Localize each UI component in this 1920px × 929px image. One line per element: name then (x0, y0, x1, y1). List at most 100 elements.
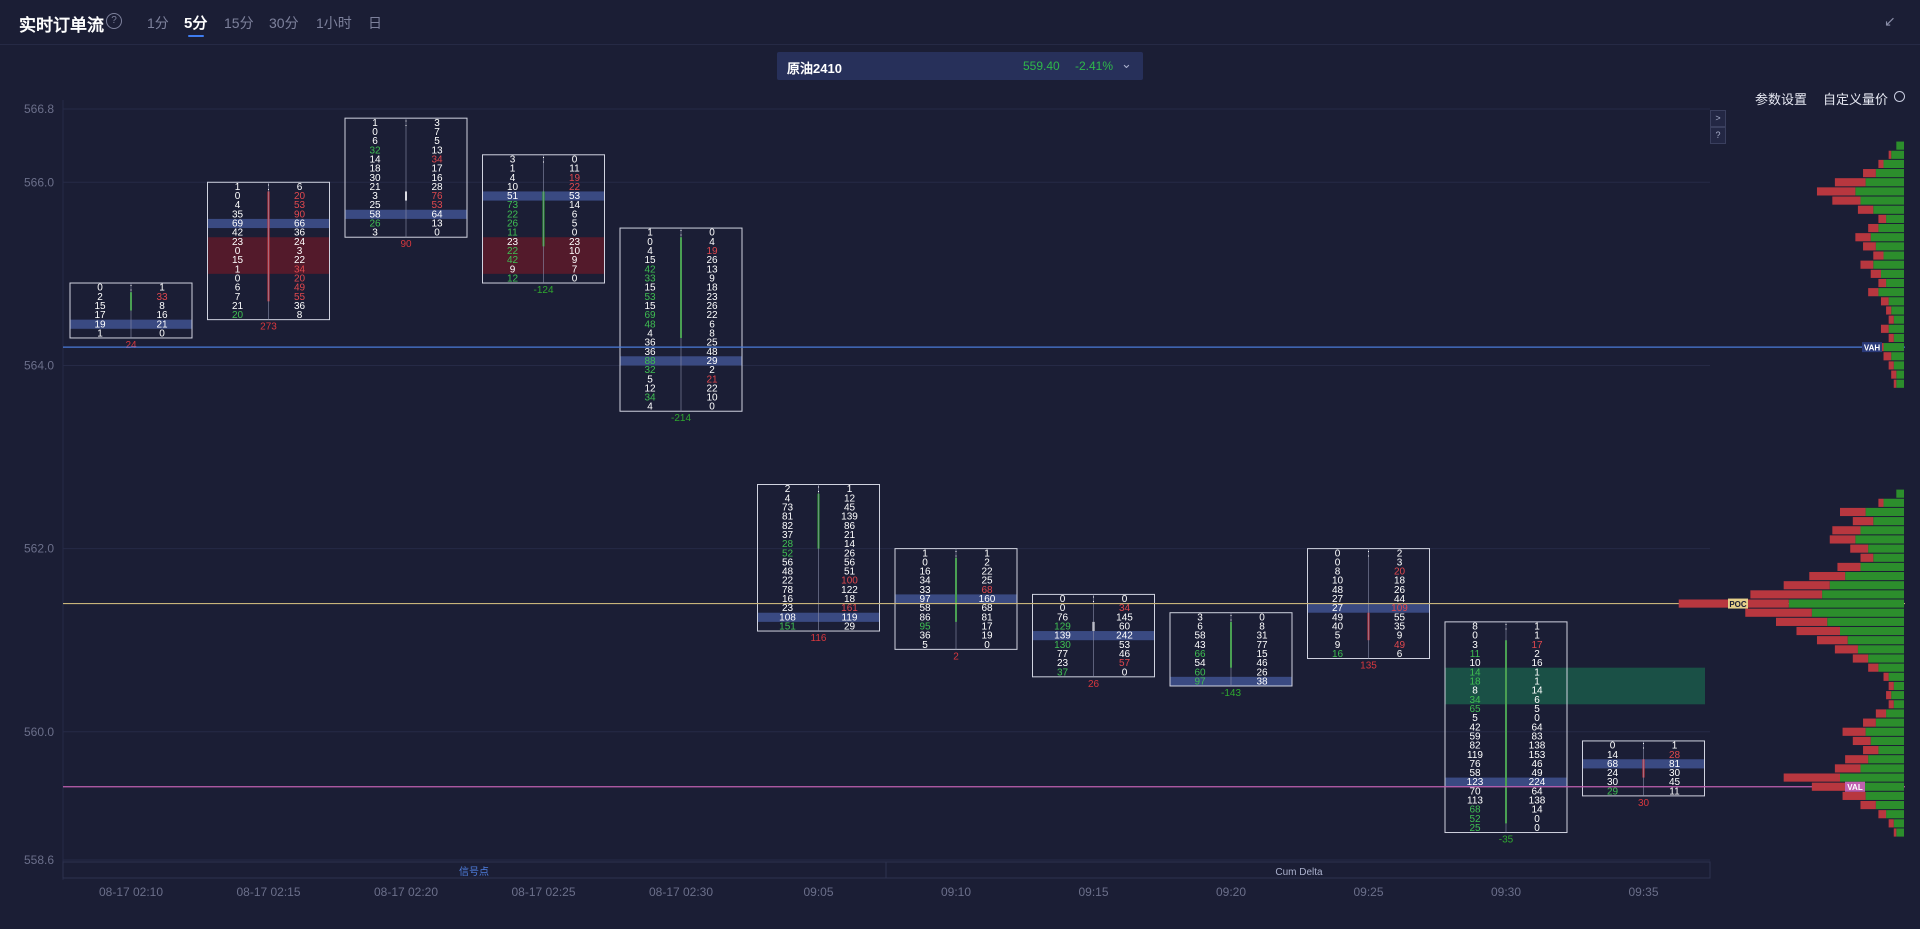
tab-30min[interactable]: 30分 (269, 15, 299, 31)
x-tick-label: 09:20 (1216, 885, 1246, 899)
footprint-bid-cell: 4 (647, 402, 653, 413)
footprint-bid-cell: 97 (1194, 676, 1206, 687)
tab-1min[interactable]: 1分 (147, 15, 169, 31)
footprint-bid-cell: 5 (647, 374, 653, 385)
shrink-icon[interactable]: ↙ (1884, 13, 1896, 29)
footprint-ask-cell: 16 (1531, 658, 1543, 669)
footprint-ask-cell: 17 (981, 622, 993, 633)
footprint-bid-cell: 6 (1197, 622, 1203, 633)
footprint-ask-cell: 4 (709, 237, 715, 248)
profile-buy-bar (1875, 169, 1904, 178)
footprint-separator: : (1367, 548, 1370, 559)
footprint-ask-cell: 49 (1531, 768, 1543, 779)
x-tick-label: 08-17 02:15 (236, 885, 300, 899)
footprint-ask-cell: 0 (1122, 594, 1128, 605)
footprint-bid-cell: 15 (644, 255, 656, 266)
footprint-bid-cell: 2 (785, 484, 791, 495)
footprint-ask-cell: 38 (1256, 676, 1268, 687)
footprint-ask-cell: 25 (706, 338, 718, 349)
footprint-bid-cell: 37 (1057, 667, 1069, 678)
custom-price-button[interactable]: 自定义量价 (1823, 92, 1889, 107)
footprint-bid-cell: 119 (1467, 750, 1483, 761)
footprint-ask-cell: 28 (1669, 750, 1681, 761)
footprint-ask-cell: 24 (294, 237, 306, 248)
profile-sell-bar (1860, 260, 1874, 269)
footprint-ask-cell: 160 (979, 594, 996, 605)
profile-sell-bar (1883, 672, 1889, 681)
footprint-bid-cell: 4 (785, 493, 791, 504)
symbol-name: 原油2410 (787, 61, 842, 76)
footprint-bid-cell: 33 (644, 274, 656, 285)
footprint-bid-cell: 0 (235, 246, 241, 257)
profile-buy-bar (1888, 672, 1904, 681)
footprint-bid-cell: 9 (1335, 640, 1341, 651)
poc-tag-label: POC (1729, 600, 1747, 609)
profile-buy-bar (1878, 663, 1904, 672)
footprint-bid-cell: 21 (232, 301, 244, 312)
profile-buy-bar (1896, 379, 1904, 388)
footprint-ask-cell: 0 (709, 228, 715, 239)
footprint-bid-cell: 42 (507, 255, 519, 266)
profile-buy-bar (1840, 626, 1904, 636)
footprint-ask-cell: 20 (294, 274, 306, 285)
footprint-ask-cell: 29 (706, 356, 718, 367)
footprint-bid-cell: 10 (1469, 658, 1481, 669)
profile-sell-bar (1875, 709, 1887, 718)
profile-sell-bar (1816, 187, 1856, 196)
profile-buy-bar (1893, 700, 1904, 709)
footprint-ask-cell: 68 (981, 585, 993, 596)
profile-sell-bar (1860, 553, 1874, 562)
footprint-bid-cell: 40 (1332, 622, 1344, 633)
footprint-ask-cell: 53 (431, 200, 443, 211)
footprint-bid-cell: 81 (782, 512, 794, 523)
profile-sell-bar (1878, 810, 1887, 819)
tab-15min[interactable]: 15分 (224, 15, 254, 31)
footprint-bid-cell: 16 (919, 567, 931, 578)
vah-tag (1862, 342, 1882, 353)
footprint-bid-cell: 27 (1332, 603, 1344, 614)
symbol-selector[interactable]: 原油2410 559.40 -2.41% ⌄ (777, 52, 1143, 80)
help-icon[interactable]: ? (106, 13, 122, 29)
profile-buy-bar (1873, 205, 1904, 214)
footprint-ask-cell: 6 (709, 319, 715, 330)
footprint-bid-cell: 32 (644, 365, 656, 376)
footprint-ask-cell: 7 (434, 127, 440, 138)
y-tick-label: 558.6 (24, 853, 54, 867)
footprint-bid-cell: 58 (1194, 631, 1206, 642)
tab-5min[interactable]: 5分 (184, 15, 208, 32)
tab-1hour[interactable]: 1小时 (316, 15, 352, 31)
footprint-ask-cell: 8 (709, 328, 715, 339)
circle-icon[interactable] (1894, 91, 1905, 102)
footprint-bid-cell: 48 (644, 319, 656, 330)
profile-buy-bar (1891, 691, 1904, 700)
footprint-ask-cell: 15 (1256, 649, 1268, 660)
footprint-ask-cell: 138 (1529, 741, 1546, 752)
footprint-ask-cell: 1 (1534, 622, 1540, 633)
expand-icon[interactable]: > (1710, 110, 1726, 127)
profile-buy-bar (1886, 709, 1904, 718)
footprint-bid-cell: 52 (1469, 814, 1481, 825)
footprint-bid-cell: 4 (647, 328, 653, 339)
footprint-bid-cell: 42 (1469, 722, 1481, 733)
x-tick-label: 08-17 02:20 (374, 885, 438, 899)
footprint-ask-cell: 60 (1119, 622, 1131, 633)
footprint-bid-cell: 6 (235, 283, 241, 294)
footprint-bid-cell: 60 (1194, 667, 1206, 678)
profile-sell-bar (1745, 608, 1812, 617)
footprint-bid-cell: 139 (1054, 631, 1071, 642)
y-tick-label: 560.0 (24, 725, 54, 739)
footprint-ask-cell: 3 (297, 246, 303, 257)
profile-buy-bar (1865, 178, 1904, 187)
footprint-bid-cell: 2 (97, 292, 103, 303)
footprint-bid-cell: 17 (94, 310, 106, 321)
profile-sell-bar (1878, 278, 1887, 288)
question-icon[interactable]: ? (1710, 127, 1726, 144)
footprint-ask-cell: 64 (431, 209, 443, 220)
footprint-bid-cell: 0 (1060, 594, 1066, 605)
footprint-ask-cell: 0 (572, 154, 578, 165)
tab-day[interactable]: 日 (368, 15, 382, 31)
params-button[interactable]: 参数设置 (1755, 92, 1808, 107)
profile-sell-bar (1776, 617, 1828, 626)
x-tick-label: 09:35 (1628, 885, 1658, 899)
